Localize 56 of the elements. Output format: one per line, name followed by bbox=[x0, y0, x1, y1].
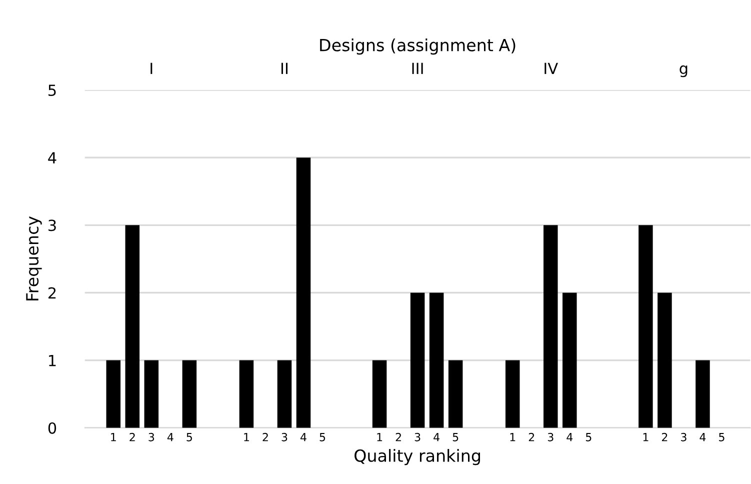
y-tick-label: 4 bbox=[48, 152, 56, 164]
text: I bbox=[150, 62, 152, 74]
text: II bbox=[281, 62, 288, 74]
bar bbox=[696, 360, 710, 428]
x-tick-label: 4 bbox=[700, 433, 706, 442]
bar bbox=[429, 292, 444, 428]
x-tick-label: 5 bbox=[452, 433, 458, 442]
y-tick-label: 0 bbox=[48, 422, 56, 434]
x-tick-label: 2 bbox=[396, 432, 401, 442]
x-tick-label: 1 bbox=[111, 433, 116, 442]
bar bbox=[505, 360, 520, 428]
y-tick-label: 5 bbox=[48, 84, 56, 96]
text: III bbox=[412, 62, 423, 74]
x-tick-label: 1 bbox=[244, 433, 249, 442]
x-tick-label: 5 bbox=[586, 433, 592, 442]
x-tick-label: 3 bbox=[414, 432, 420, 442]
bar bbox=[448, 360, 463, 428]
x-tick-label: 2 bbox=[528, 432, 534, 442]
x-tick-label: 4 bbox=[566, 433, 573, 442]
bar bbox=[125, 225, 140, 428]
x-tick-label: 4 bbox=[300, 433, 306, 442]
y-axis-title: Frequency bbox=[26, 216, 42, 300]
x-tick-label: 2 bbox=[130, 432, 135, 442]
bar bbox=[658, 292, 672, 428]
x-tick-label: 1 bbox=[643, 433, 648, 442]
bar bbox=[239, 360, 254, 428]
y-tick-label: 1 bbox=[49, 354, 56, 366]
bar bbox=[544, 225, 558, 428]
bar bbox=[182, 360, 197, 428]
x-tick-label: 5 bbox=[320, 433, 326, 442]
x-tick-label: 5 bbox=[719, 433, 724, 442]
text: g bbox=[680, 65, 688, 78]
x-tick-label: 4 bbox=[434, 433, 440, 442]
bar bbox=[372, 360, 387, 428]
x-tick-label: 3 bbox=[148, 432, 154, 442]
x-tick-label: 2 bbox=[262, 432, 268, 442]
x-tick-label: 3 bbox=[282, 432, 288, 442]
y-tick-label: 3 bbox=[48, 220, 56, 232]
x-tick-label: 4 bbox=[167, 433, 174, 442]
x-tick-label: 3 bbox=[681, 432, 686, 442]
x-tick-label: 1 bbox=[510, 433, 516, 442]
bar bbox=[106, 360, 121, 428]
bar bbox=[562, 292, 577, 428]
chart-title: Designs (assignment A) bbox=[320, 38, 516, 55]
x-axis-title: Quality ranking bbox=[354, 449, 480, 466]
bar bbox=[277, 360, 292, 428]
text: IV bbox=[544, 62, 558, 74]
bar bbox=[410, 292, 425, 428]
x-tick-label: 3 bbox=[548, 432, 554, 442]
x-tick-label: 5 bbox=[186, 433, 192, 442]
y-tick-label: 2 bbox=[48, 287, 56, 299]
bar bbox=[638, 225, 653, 428]
x-tick-label: 1 bbox=[377, 433, 382, 442]
x-tick-label: 2 bbox=[662, 432, 668, 442]
bar bbox=[296, 158, 311, 428]
bar bbox=[144, 360, 159, 428]
